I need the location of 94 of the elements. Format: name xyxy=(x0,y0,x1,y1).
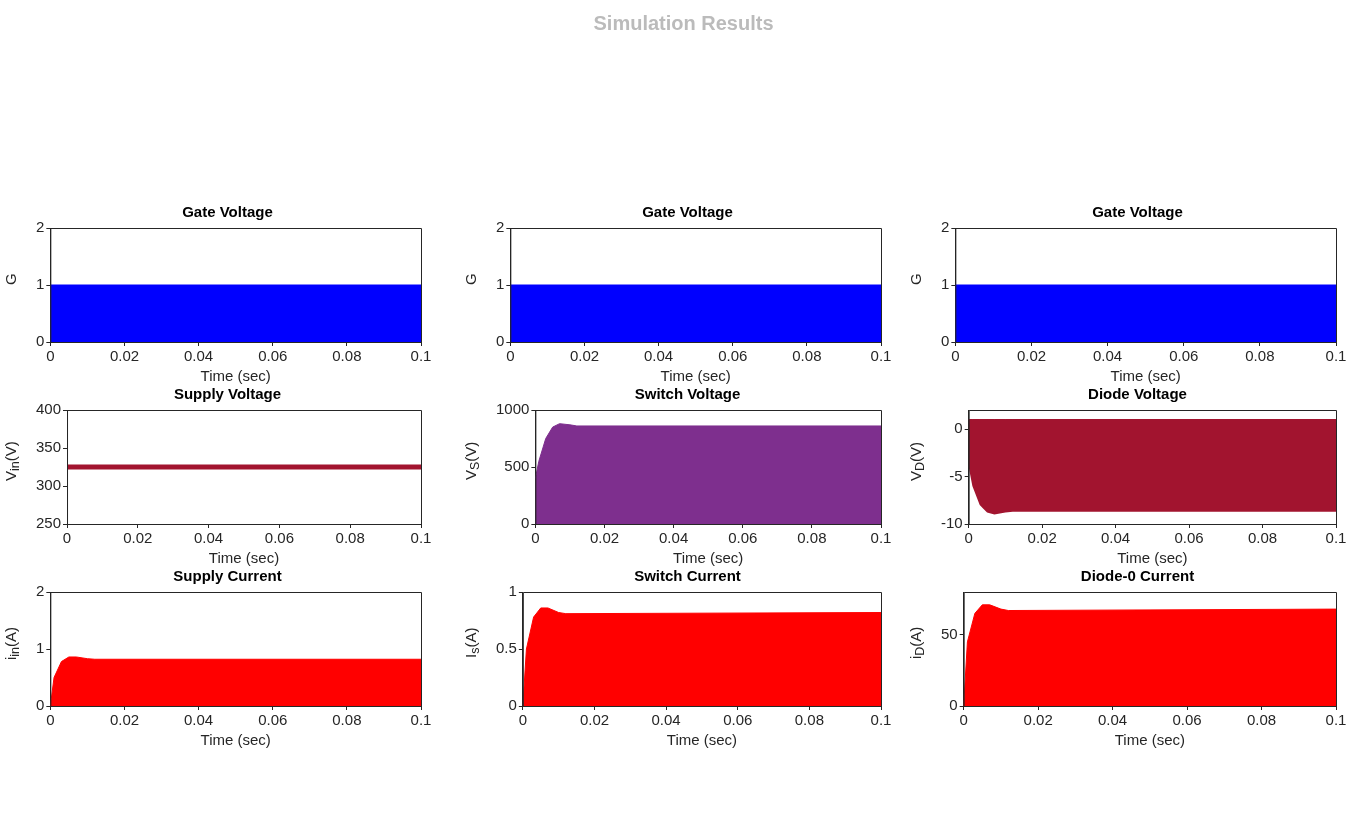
y-tick-label: 300 xyxy=(36,476,62,494)
x-tick-label: 0.08 xyxy=(794,711,824,729)
chart-title: Switch Voltage xyxy=(634,385,741,403)
chart-title: Diode Voltage xyxy=(1088,385,1187,403)
x-tick-label: 0.08 xyxy=(332,347,362,365)
x-axis-title: Time (sec) xyxy=(1110,367,1181,385)
y-tick-label: 0 xyxy=(941,332,950,350)
x-axis-title: Time (sec) xyxy=(673,549,744,567)
x-tick-label: 0.08 xyxy=(1246,711,1277,729)
text: Simulation Results xyxy=(592,12,775,35)
chart-title: Supply Current xyxy=(173,567,282,585)
x-tick-label: 0.1 xyxy=(1325,347,1347,365)
x-tick-label: 0.02 xyxy=(1027,529,1057,547)
x-tick-label: 0.1 xyxy=(410,529,432,547)
x-tick-label: 0.06 xyxy=(258,711,288,729)
x-tick-label: 0.06 xyxy=(258,347,288,365)
x-tick-label: 0.02 xyxy=(123,529,153,547)
y-axis-title: G xyxy=(2,272,19,287)
x-tick-label: 0.02 xyxy=(589,529,620,547)
y-tick-label: 1 xyxy=(496,275,505,293)
x-axis-title: Time (sec) xyxy=(660,367,731,385)
x-tick-label: 0.04 xyxy=(644,347,674,365)
chart-title: Supply Voltage xyxy=(173,385,282,403)
y-tick-label: 50 xyxy=(941,624,958,642)
y-tick-label: 2 xyxy=(941,218,950,236)
x-axis-title: Time (sec) xyxy=(200,367,271,385)
y-tick-label: 2 xyxy=(36,218,45,236)
x-tick-label: 0.1 xyxy=(410,347,432,365)
y-tick-label: 1 xyxy=(36,639,45,657)
x-axis-title: Time (sec) xyxy=(1114,731,1185,749)
x-tick-label: 0.06 xyxy=(728,529,758,547)
y-tick-label: -5 xyxy=(949,466,963,484)
x-tick-label: 0.1 xyxy=(1325,529,1347,547)
x-tick-label: 0.04 xyxy=(659,529,689,547)
x-tick-label: 0.1 xyxy=(1325,711,1347,729)
x-tick-label: 0.04 xyxy=(194,529,224,547)
x-tick-label: 0.1 xyxy=(870,347,892,365)
x-tick-label: 0.04 xyxy=(651,711,681,729)
x-tick-label: 0.1 xyxy=(410,711,432,729)
y-tick-label: 0 xyxy=(508,696,517,714)
y-axis-title: G xyxy=(462,272,479,287)
y-tick-label: 2 xyxy=(36,582,45,600)
x-tick-label: 0.08 xyxy=(797,529,827,547)
x-tick-label: 0.04 xyxy=(184,711,214,729)
x-tick-label: 0.08 xyxy=(792,347,822,365)
y-axis-title: G xyxy=(907,272,924,287)
x-tick-label: 0.08 xyxy=(1247,529,1278,547)
y-tick-label: 250 xyxy=(36,514,62,532)
x-axis-title: Time (sec) xyxy=(666,731,738,749)
y-tick-label: 1 xyxy=(36,275,45,293)
y-tick-label: 350 xyxy=(36,438,62,456)
y-tick-label: 2 xyxy=(496,218,505,236)
y-tick-label: 0 xyxy=(36,332,45,350)
x-tick-label: 0.02 xyxy=(1023,711,1053,729)
chart-title: Switch Current xyxy=(634,567,741,585)
chart-title: Diode-0 Current xyxy=(1080,567,1195,585)
x-tick-label: 0.1 xyxy=(870,711,892,729)
x-axis-title: Time (sec) xyxy=(200,731,271,749)
y-tick-label: 0 xyxy=(949,696,958,714)
y-tick-label: 0 xyxy=(521,514,530,532)
x-tick-label: 0.06 xyxy=(1172,711,1202,729)
x-tick-label: 0.06 xyxy=(1169,347,1199,365)
y-tick-label: 1 xyxy=(508,582,517,600)
x-tick-label: 0.02 xyxy=(569,347,600,365)
x-tick-label: 0.04 xyxy=(184,347,214,365)
chart-title: Gate Voltage xyxy=(642,203,733,221)
x-tick-label: 0.06 xyxy=(718,347,748,365)
x-tick-label: 0.02 xyxy=(109,711,140,729)
x-tick-label: 0.02 xyxy=(109,347,140,365)
y-tick-label: 0 xyxy=(496,332,505,350)
y-tick-label: 1000 xyxy=(495,400,530,418)
x-axis-title: Time (sec) xyxy=(208,549,280,567)
x-tick-label: 0.08 xyxy=(332,711,362,729)
x-tick-label: 0.04 xyxy=(1093,347,1123,365)
x-tick-label: 0.02 xyxy=(579,711,610,729)
y-tick-label: 400 xyxy=(36,400,62,418)
x-axis-title: Time (sec) xyxy=(1117,549,1188,567)
y-tick-label: 1 xyxy=(941,275,950,293)
x-tick-label: 0.04 xyxy=(1098,711,1128,729)
x-tick-label: 0.06 xyxy=(723,711,753,729)
chart-title: Gate Voltage xyxy=(1092,203,1183,221)
chart-title: Gate Voltage xyxy=(182,203,273,221)
x-tick-label: 0.06 xyxy=(264,529,295,547)
y-tick-label: -10 xyxy=(940,514,963,532)
x-tick-label: 0.04 xyxy=(1101,529,1131,547)
x-tick-label: 0.06 xyxy=(1174,529,1204,547)
x-tick-label: 0.08 xyxy=(1245,347,1275,365)
x-tick-label: 0.08 xyxy=(335,529,365,547)
x-tick-label: 0.02 xyxy=(1016,347,1047,365)
y-tick-label: 0 xyxy=(36,696,45,714)
y-tick-label: 0.5 xyxy=(495,639,517,657)
y-tick-label: 0 xyxy=(954,419,963,437)
x-tick-label: 0.1 xyxy=(870,529,892,547)
y-tick-label: 500 xyxy=(504,457,530,475)
